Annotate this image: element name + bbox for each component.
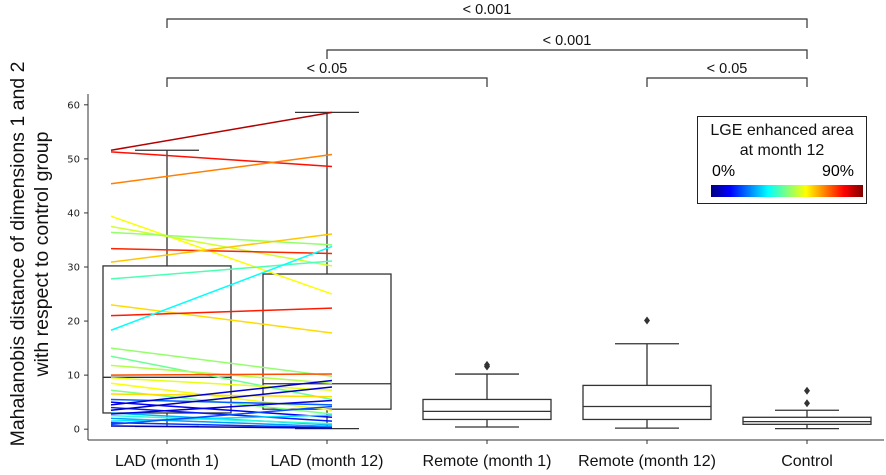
bracket-line bbox=[646, 77, 808, 87]
x-tick-label: LAD (month 1) bbox=[115, 453, 219, 470]
box-body bbox=[742, 416, 872, 425]
patient-line bbox=[110, 405, 333, 426]
patient-line bbox=[110, 377, 333, 392]
patient-line bbox=[110, 151, 333, 168]
patient-line bbox=[110, 386, 333, 412]
bracket-line bbox=[166, 18, 808, 28]
patient-line bbox=[110, 260, 333, 280]
patient-line bbox=[110, 414, 333, 422]
patient-line bbox=[110, 393, 333, 398]
box-body bbox=[262, 273, 392, 410]
patient-line bbox=[110, 233, 333, 263]
patient-line bbox=[110, 215, 333, 295]
patient-line bbox=[110, 231, 333, 246]
colorbar-min-label: 0% bbox=[712, 163, 736, 180]
bracket-label: < 0.001 bbox=[543, 33, 592, 49]
patient-line bbox=[110, 307, 333, 317]
bracket-label: < 0.05 bbox=[707, 61, 748, 77]
bracket-line bbox=[326, 49, 808, 59]
significance-bracket: < 0.001 bbox=[166, 2, 808, 28]
patient-line bbox=[110, 421, 333, 429]
box-body bbox=[422, 398, 552, 421]
patient-line bbox=[110, 111, 333, 151]
bracket-label: < 0.05 bbox=[307, 61, 348, 77]
box-4 bbox=[582, 316, 712, 429]
x-tick-label: LAD (month 12) bbox=[271, 453, 384, 470]
y-tick-label: 0 bbox=[74, 425, 80, 436]
bracket-line bbox=[166, 77, 488, 87]
y-tick-label: 20 bbox=[67, 317, 80, 328]
y-tick-label: 30 bbox=[67, 263, 80, 274]
y-axis-label-container: Mahalanobis distance of dimensions 1 and… bbox=[0, 0, 60, 475]
box-body bbox=[582, 384, 712, 421]
significance-bracket: < 0.05 bbox=[166, 61, 488, 87]
colorbar-ticks: 0% 90% bbox=[698, 163, 866, 181]
y-tick-label: 50 bbox=[67, 154, 80, 165]
significance-bracket: < 0.001 bbox=[326, 33, 808, 59]
patient-line bbox=[110, 304, 333, 334]
y-axis-label: Mahalanobis distance of dimensions 1 and… bbox=[6, 62, 54, 447]
patient-line bbox=[110, 373, 333, 376]
patient-line bbox=[110, 406, 333, 422]
patient-line bbox=[110, 355, 333, 401]
outlier-point bbox=[804, 399, 810, 408]
y-axis-label-line-1: Mahalanobis distance of dimensions 1 and… bbox=[7, 61, 29, 447]
outlier-point bbox=[484, 360, 490, 369]
box-3 bbox=[422, 360, 552, 428]
colorbar-legend: LGE enhanced area at month 12 0% 90% bbox=[697, 116, 867, 204]
patient-line bbox=[110, 245, 333, 331]
colorbar-gradient bbox=[711, 185, 863, 197]
patient-line bbox=[110, 425, 333, 429]
y-tick-label: 10 bbox=[67, 371, 80, 382]
patient-line bbox=[110, 225, 333, 267]
patient-line bbox=[110, 414, 333, 425]
patient-line bbox=[110, 399, 333, 415]
colorbar-title-line-1: LGE enhanced area bbox=[710, 122, 854, 139]
y-tick-label: 60 bbox=[67, 100, 80, 111]
patient-line bbox=[110, 247, 333, 255]
bracket-label: < 0.001 bbox=[463, 2, 512, 18]
outlier-point bbox=[644, 316, 650, 325]
x-tick-label: Remote (month 1) bbox=[423, 453, 552, 470]
colorbar-max-label: 90% bbox=[821, 163, 854, 180]
box-5 bbox=[742, 386, 872, 430]
patient-line bbox=[110, 382, 333, 412]
patient-line bbox=[110, 347, 333, 377]
colorbar-title: LGE enhanced area at month 12 bbox=[698, 121, 866, 161]
patient-line bbox=[110, 379, 333, 406]
y-axis-label-line-2: with respect to control group bbox=[31, 131, 53, 377]
significance-bracket: < 0.05 bbox=[646, 61, 808, 87]
y-tick-label: 40 bbox=[67, 208, 80, 219]
x-tick-label: Control bbox=[781, 453, 833, 470]
patient-line bbox=[110, 401, 333, 419]
colorbar-title-line-2: at month 12 bbox=[739, 142, 825, 159]
patient-line bbox=[110, 153, 333, 185]
x-tick-label: Remote (month 12) bbox=[578, 453, 716, 470]
outlier-point bbox=[804, 386, 810, 395]
